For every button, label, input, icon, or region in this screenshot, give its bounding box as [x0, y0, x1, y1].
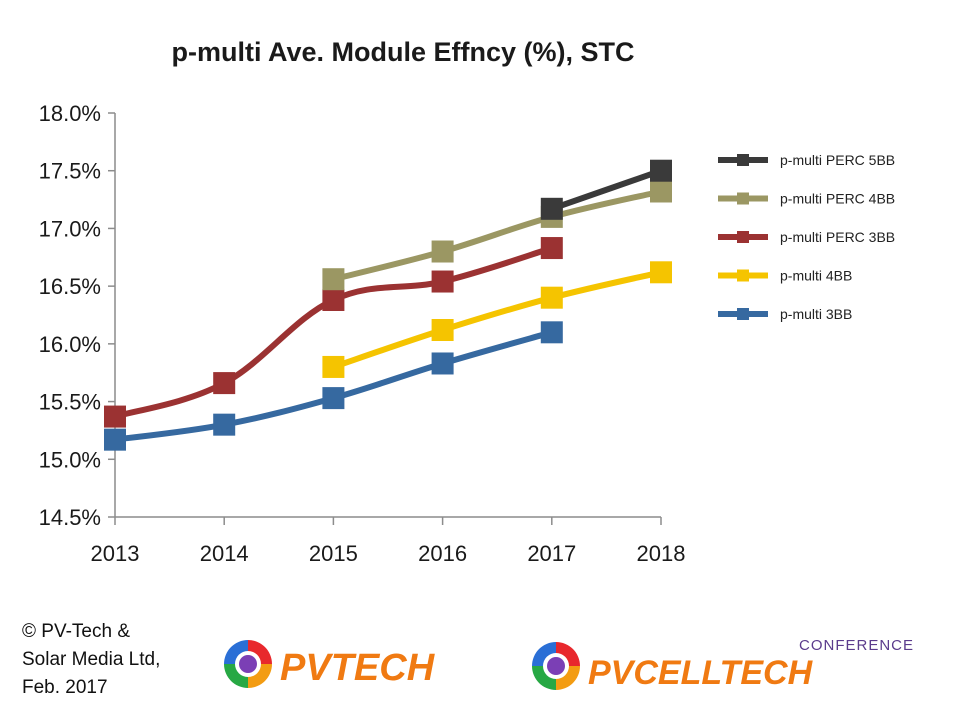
x-tick-label: 2013: [91, 541, 140, 566]
y-tick-label: 16.0%: [39, 332, 101, 357]
data-point: [322, 355, 345, 378]
series-2: [104, 237, 563, 428]
pvcelltech-logo-graphic: CONFERENCE PVCELLTECH: [532, 637, 914, 692]
pvtech-logo-text: PVTECH: [280, 647, 436, 689]
legend-item: p-multi 4BB: [718, 268, 852, 284]
legend-item: p-multi PERC 5BB: [718, 152, 895, 168]
data-point: [650, 261, 672, 284]
series-line: [330, 188, 664, 283]
pvcelltech-logo-text: PVCELLTECH: [588, 654, 814, 692]
data-point: [540, 237, 563, 260]
y-tick-label: 17.0%: [39, 216, 101, 241]
data-point: [650, 159, 672, 182]
copyright-note: © PV-Tech & Solar Media Ltd, Feb. 2017: [22, 621, 161, 698]
x-tick-label: 2014: [200, 541, 249, 566]
series-1: [322, 180, 672, 291]
y-tick-label: 17.5%: [39, 159, 101, 184]
x-tick-label: 2016: [418, 541, 467, 566]
x-tick-label: 2015: [309, 541, 358, 566]
y-tick-label: 18.0%: [39, 101, 101, 126]
data-point: [322, 387, 345, 410]
pvtech-logo-graphic: PVTECH: [224, 640, 436, 689]
legend-marker: [737, 192, 749, 205]
data-point: [104, 428, 126, 451]
data-point: [650, 180, 672, 203]
chart-title: p-multi Ave. Module Effncy (%), STC: [171, 37, 634, 67]
series-line: [330, 269, 664, 370]
y-tick-label: 16.5%: [39, 274, 101, 299]
data-point: [213, 413, 236, 436]
legend-label: p-multi 3BB: [780, 306, 852, 322]
data-point: [431, 352, 454, 375]
legend-label: p-multi 4BB: [780, 268, 852, 284]
legend-label: p-multi PERC 4BB: [780, 191, 895, 207]
legend-item: p-multi PERC 3BB: [718, 229, 895, 245]
legend-marker: [737, 308, 749, 320]
series-layer: [104, 159, 672, 451]
series-4: [104, 321, 563, 451]
legend-label: p-multi PERC 3BB: [780, 229, 895, 245]
data-point: [540, 286, 563, 309]
data-point: [431, 319, 454, 342]
data-point: [431, 240, 454, 263]
data-point: [322, 288, 345, 311]
series-3: [322, 261, 672, 378]
y-tick-label: 15.0%: [39, 447, 101, 472]
data-point: [104, 405, 126, 428]
y-tick-label: 14.5%: [39, 505, 101, 530]
x-tick-label: 2017: [527, 541, 576, 566]
x-tick-label: 2018: [637, 541, 686, 566]
legend-item: p-multi PERC 4BB: [718, 191, 895, 207]
pvtech-logo: PVTECH: [222, 636, 472, 692]
legend-item: p-multi 3BB: [718, 306, 852, 322]
legend-marker: [737, 269, 749, 282]
data-point: [540, 321, 563, 344]
series-line: [112, 329, 555, 443]
data-point: [322, 268, 345, 291]
legend-marker: [737, 154, 749, 166]
conference-label: CONFERENCE: [799, 637, 914, 654]
data-point: [431, 270, 454, 293]
data-point: [540, 197, 563, 220]
data-point: [213, 372, 236, 395]
axes: 14.5% 15.0% 15.5% 16.0% 16.5% 17.0% 17.5% 18.0%…: [39, 101, 686, 566]
series-0: [540, 159, 672, 220]
y-tick-label: 15.5%: [39, 390, 101, 415]
legend: p-multi PERC 5BB p-multi PERC 4BB p-multi …: [718, 152, 895, 322]
pvcelltech-logo: CONFERENCE PVCELLTECH: [528, 634, 928, 694]
legend-marker: [737, 231, 749, 243]
legend-label: p-multi PERC 5BB: [780, 152, 895, 168]
